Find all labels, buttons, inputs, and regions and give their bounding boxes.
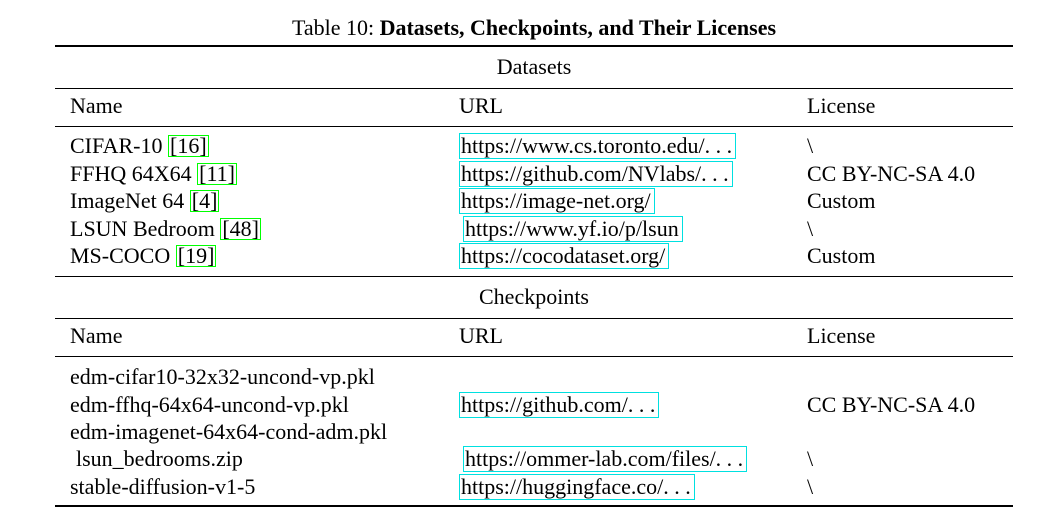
- dataset-url-link[interactable]: https://image-net.org/: [459, 188, 655, 214]
- checkpoint-url-link[interactable]: https://github.com/. . .: [459, 392, 660, 418]
- datasets-header-rule: [55, 126, 1013, 127]
- dataset-license: \: [807, 216, 814, 241]
- dataset-license: Custom: [807, 188, 876, 213]
- dataset-license: Custom: [807, 243, 876, 268]
- section-title-datasets: Datasets: [496, 54, 572, 79]
- header-name: Name: [70, 93, 123, 118]
- header-license: License: [807, 323, 876, 348]
- citation-link[interactable]: [16]: [168, 133, 209, 158]
- checkpoints-section-rule: [55, 318, 1013, 319]
- checkpoint-license: \: [807, 446, 814, 471]
- dataset-license: CC BY-NC-SA 4.0: [807, 161, 976, 186]
- header-url: URL: [459, 323, 503, 348]
- checkpoint-license: \: [807, 474, 814, 499]
- checkpoint-name: edm-imagenet-64x64-cond-adm.pkl: [70, 419, 388, 444]
- top-rule: [55, 45, 1013, 47]
- citation-link[interactable]: [4]: [189, 188, 220, 213]
- checkpoint-name: edm-ffhq-64x64-uncond-vp.pkl: [70, 392, 349, 417]
- caption-title: Datasets, Checkpoints, and Their License…: [379, 15, 777, 40]
- dataset-name: MS-COCO [19]: [70, 243, 217, 268]
- checkpoint-url-link[interactable]: https://ommer-lab.com/files/. . .: [463, 446, 748, 472]
- dataset-name: CIFAR-10 [16]: [70, 133, 209, 158]
- dataset-url-link[interactable]: https://www.cs.toronto.edu/. . .: [459, 133, 737, 159]
- caption-label: Table 10:: [291, 15, 380, 40]
- checkpoint-license: CC BY-NC-SA 4.0: [807, 392, 976, 417]
- header-url: URL: [459, 93, 503, 118]
- dataset-name: LSUN Bedroom [48]: [70, 216, 261, 241]
- datasets-bottom-rule: [55, 276, 1013, 277]
- citation-link[interactable]: [48]: [220, 216, 261, 241]
- checkpoint-name: edm-cifar10-32x32-uncond-vp.pkl: [70, 364, 375, 389]
- dataset-url-link[interactable]: https://cocodataset.org/: [459, 243, 670, 269]
- checkpoint-url-link[interactable]: https://huggingface.co/. . .: [459, 474, 695, 500]
- citation-link[interactable]: [11]: [197, 161, 237, 186]
- dataset-url-link[interactable]: https://www.yf.io/p/lsun: [463, 216, 683, 242]
- datasets-section-rule: [55, 88, 1013, 89]
- section-title-checkpoints: Checkpoints: [479, 284, 589, 309]
- checkpoint-name: stable-diffusion-v1-5: [70, 474, 256, 499]
- dataset-name: FFHQ 64X64 [11]: [70, 161, 237, 186]
- dataset-url-link[interactable]: https://github.com/NVlabs/. . .: [459, 161, 733, 187]
- checkpoint-name: lsun_bedrooms.zip: [76, 446, 243, 471]
- bottom-rule: [55, 505, 1013, 507]
- header-name: Name: [70, 323, 123, 348]
- checkpoints-header-rule: [55, 356, 1013, 357]
- dataset-name: ImageNet 64 [4]: [70, 188, 220, 213]
- citation-link[interactable]: [19]: [175, 243, 217, 268]
- header-license: License: [807, 93, 876, 118]
- dataset-license: \: [807, 133, 814, 158]
- table-caption: Table 10: Datasets, Checkpoints, and The…: [0, 14, 1062, 42]
